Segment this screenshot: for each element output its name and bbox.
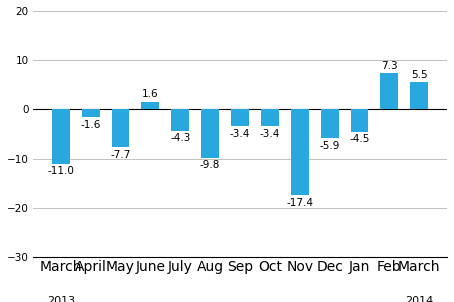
Bar xyxy=(380,73,398,109)
Text: -4.5: -4.5 xyxy=(349,134,370,144)
Text: 7.3: 7.3 xyxy=(381,61,398,71)
Bar xyxy=(171,109,189,130)
Text: -4.3: -4.3 xyxy=(170,133,191,143)
Text: -3.4: -3.4 xyxy=(230,129,250,139)
Bar xyxy=(410,82,428,109)
Bar xyxy=(291,109,309,195)
Text: 2014: 2014 xyxy=(405,296,434,302)
Bar xyxy=(52,109,70,164)
Bar xyxy=(112,109,129,147)
Text: 5.5: 5.5 xyxy=(411,70,428,80)
Text: -9.8: -9.8 xyxy=(200,160,220,170)
Text: -11.0: -11.0 xyxy=(47,166,74,176)
Text: -17.4: -17.4 xyxy=(286,198,313,207)
Bar xyxy=(201,109,219,158)
Text: -3.4: -3.4 xyxy=(260,129,280,139)
Text: -5.9: -5.9 xyxy=(320,141,340,151)
Bar xyxy=(321,109,339,139)
Bar xyxy=(82,109,99,117)
Text: -1.6: -1.6 xyxy=(80,120,101,130)
Bar xyxy=(350,109,369,132)
Text: -7.7: -7.7 xyxy=(110,150,131,160)
Bar xyxy=(231,109,249,126)
Bar xyxy=(142,101,159,109)
Bar xyxy=(261,109,279,126)
Text: 1.6: 1.6 xyxy=(142,89,159,99)
Text: 2013: 2013 xyxy=(47,296,75,302)
